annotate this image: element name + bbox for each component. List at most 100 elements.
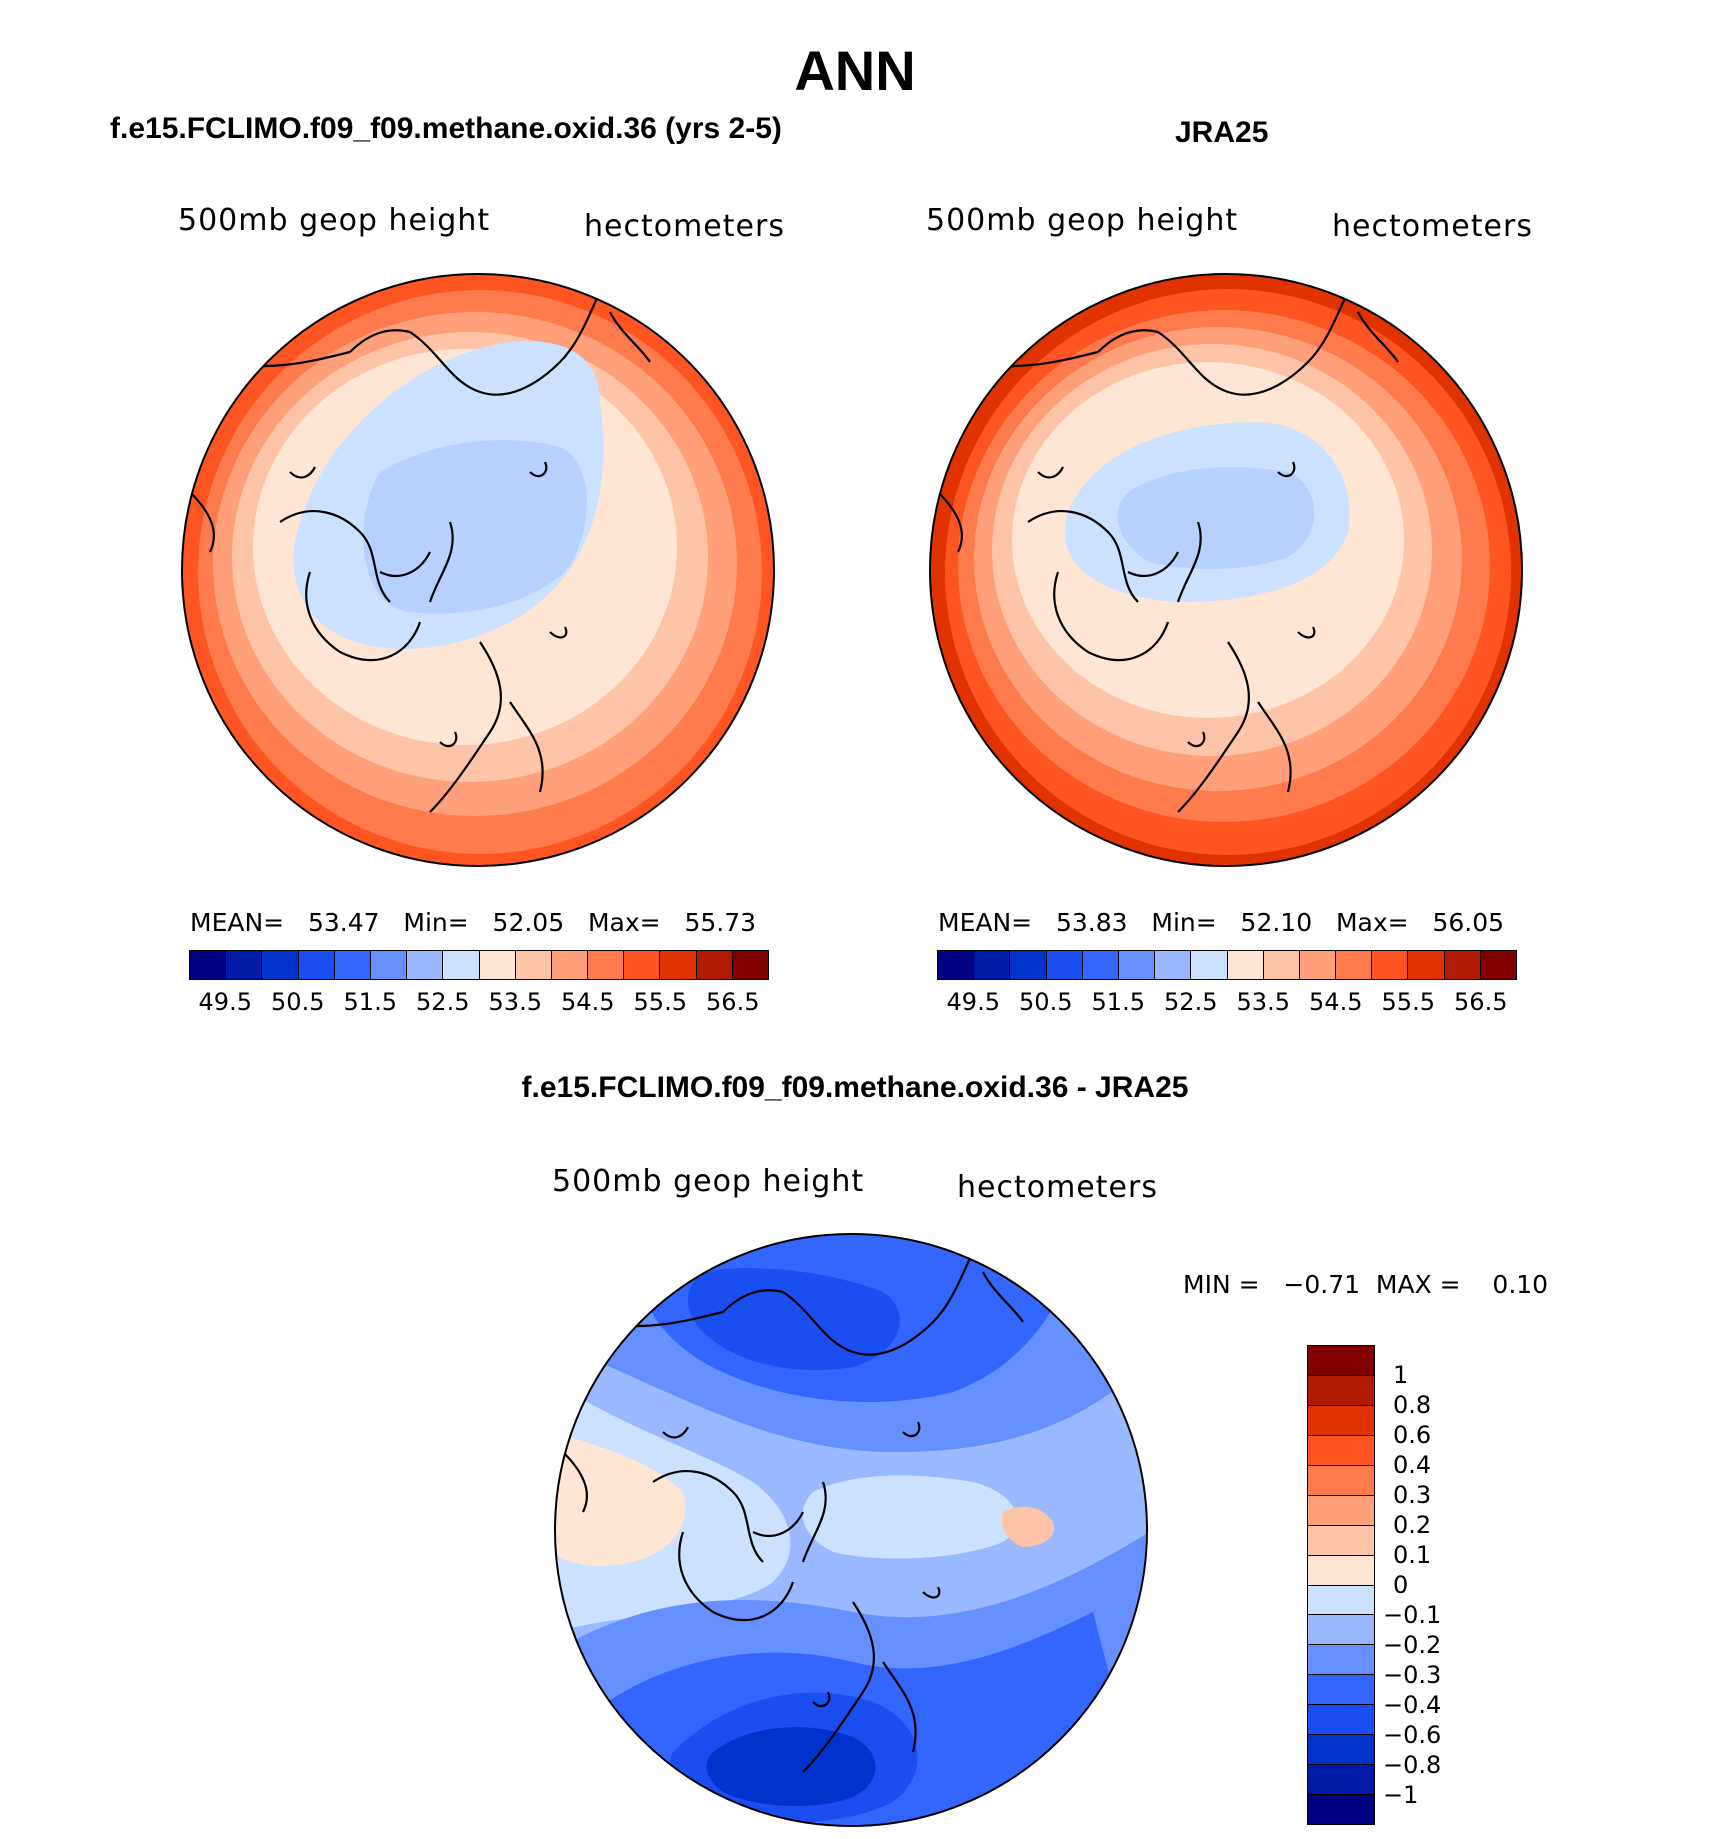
colorbar-box-2 [262,951,299,979]
panel-2-variable-label: 500mb geop height [926,203,1239,238]
colorbar-box-14 [696,951,733,979]
min-value: 52.10 [1240,908,1313,937]
colorbar-tick-label: 52.5 [1164,988,1218,1016]
colorbar-box-13 [1308,1735,1374,1766]
colorbar-box-11 [588,951,625,979]
colorbar-box-3 [1308,1435,1374,1466]
min-label: Min= [1151,908,1217,937]
colorbar-tick-label: 0.2 [1393,1511,1432,1539]
contour-minus-0.1-center [802,1475,1018,1559]
colorbar-box-1 [226,951,263,979]
min-label: MIN = [1183,1270,1260,1299]
colorbar-panel-2 [937,950,1517,980]
colorbar-box-6 [1308,1525,1374,1556]
mean-label: MEAN= [938,908,1033,937]
panel-2-stats: MEAN= 53.83 Min= 52.10 Max= 56.05 [938,908,1504,937]
colorbar-box-9 [1308,1615,1374,1646]
max-label: Max= [1335,908,1409,937]
mean-value: 53.47 [307,908,380,937]
colorbar-tick-label: 53.5 [488,988,542,1016]
panel-1-title: f.e15.FCLIMO.f09_f09.methane.oxid.36 (yr… [110,112,782,145]
map-panel-3 [554,1233,1148,1827]
colorbar-tick-label: 49.5 [198,988,252,1016]
colorbar-box-8 [479,951,516,979]
max-value: 56.05 [1432,908,1505,937]
contour-0.1-east [1001,1506,1054,1547]
colorbar-box-2 [1308,1405,1374,1436]
max-value: 0.10 [1492,1270,1549,1299]
colorbar-box-4 [334,951,371,979]
map-panel-1 [181,273,775,867]
colorbar-tick-label: 54.5 [561,988,615,1016]
colorbar-panel-3 [1307,1345,1375,1825]
colorbar-box-9 [1263,951,1300,979]
colorbar-box-0 [190,951,227,979]
colorbar-tick-label: −1 [1383,1781,1419,1809]
colorbar-tick-label: 56.5 [1454,988,1508,1016]
coastline [562,1251,1024,1773]
coastline [937,291,1399,813]
colorbar-box-5 [1118,951,1156,979]
colorbar-box-12 [1308,1705,1374,1736]
colorbar-tick-label: 51.5 [343,988,397,1016]
colorbar-tick-label: 50.5 [271,988,325,1016]
colorbar-tick-label: 50.5 [1019,988,1073,1016]
colorbar-box-11 [1308,1675,1374,1706]
colorbar-panel-1 [189,950,769,980]
colorbar-tick-label: −0.3 [1383,1661,1442,1689]
contour-52.5 [363,440,587,614]
contour-0-west [555,1432,686,1567]
colorbar-box-13 [1408,951,1445,979]
min-value: 52.05 [492,908,565,937]
colorbar-tick-label: 51.5 [1091,988,1145,1016]
colorbar-box-5 [1308,1495,1374,1526]
colorbar-tick-label: 0 [1393,1571,1409,1599]
max-label: MAX = [1375,1270,1461,1299]
colorbar-box-4 [1082,951,1119,979]
colorbar-tick-label: 49.5 [946,988,1000,1016]
colorbar-box-1 [1308,1375,1374,1406]
colorbar-box-10 [551,951,589,979]
colorbar-tick-label: −0.6 [1383,1721,1442,1749]
colorbar-box-3 [1046,951,1083,979]
colorbar-box-12 [624,951,661,979]
colorbar-box-7 [443,951,480,979]
colorbar-box-15 [732,951,768,979]
panel-1-stats: MEAN= 53.47 Min= 52.05 Max= 55.73 [190,908,756,937]
main-title: ANN [794,39,916,102]
coastline [189,291,651,813]
colorbar-tick-label: 56.5 [706,988,760,1016]
panel-3-stats: MIN = −0.71 MAX = 0.10 [1183,1270,1548,1299]
colorbar-tick-label: 52.5 [416,988,470,1016]
colorbar-box-1 [974,951,1011,979]
colorbar-box-6 [407,951,444,979]
colorbar-box-2 [1010,951,1047,979]
contour-minus-0.6-top [688,1268,900,1371]
panel-3-title: f.e15.FCLIMO.f09_f09.methane.oxid.36 - J… [521,1071,1189,1104]
colorbar-box-0 [1308,1346,1374,1376]
colorbar-box-14 [1308,1765,1374,1796]
colorbar-tick-label: 55.5 [633,988,687,1016]
colorbar-box-7 [1191,951,1228,979]
panel-3-variable-label: 500mb geop height [552,1164,865,1199]
map-panel-2 [929,273,1523,867]
colorbar-tick-label: 54.5 [1309,988,1363,1016]
colorbar-tick-label: −0.4 [1383,1691,1442,1719]
colorbar-box-14 [1444,951,1481,979]
max-label: Max= [587,908,661,937]
colorbar-box-3 [298,951,335,979]
colorbar-tick-label: −0.8 [1383,1751,1442,1779]
colorbar-box-6 [1155,951,1192,979]
colorbar-box-11 [1336,951,1373,979]
colorbar-box-10 [1299,951,1337,979]
colorbar-tick-label: −0.2 [1383,1631,1442,1659]
colorbar-tick-label: 53.5 [1236,988,1290,1016]
mean-value: 53.83 [1055,908,1128,937]
panel-3-units-label: hectometers [957,1170,1158,1205]
colorbar-box-8 [1227,951,1264,979]
panel-1-variable-label: 500mb geop height [178,203,491,238]
colorbar-box-13 [660,951,697,979]
panel-1-units-label: hectometers [584,209,785,244]
colorbar-box-0 [938,951,975,979]
colorbar-box-10 [1308,1645,1374,1676]
